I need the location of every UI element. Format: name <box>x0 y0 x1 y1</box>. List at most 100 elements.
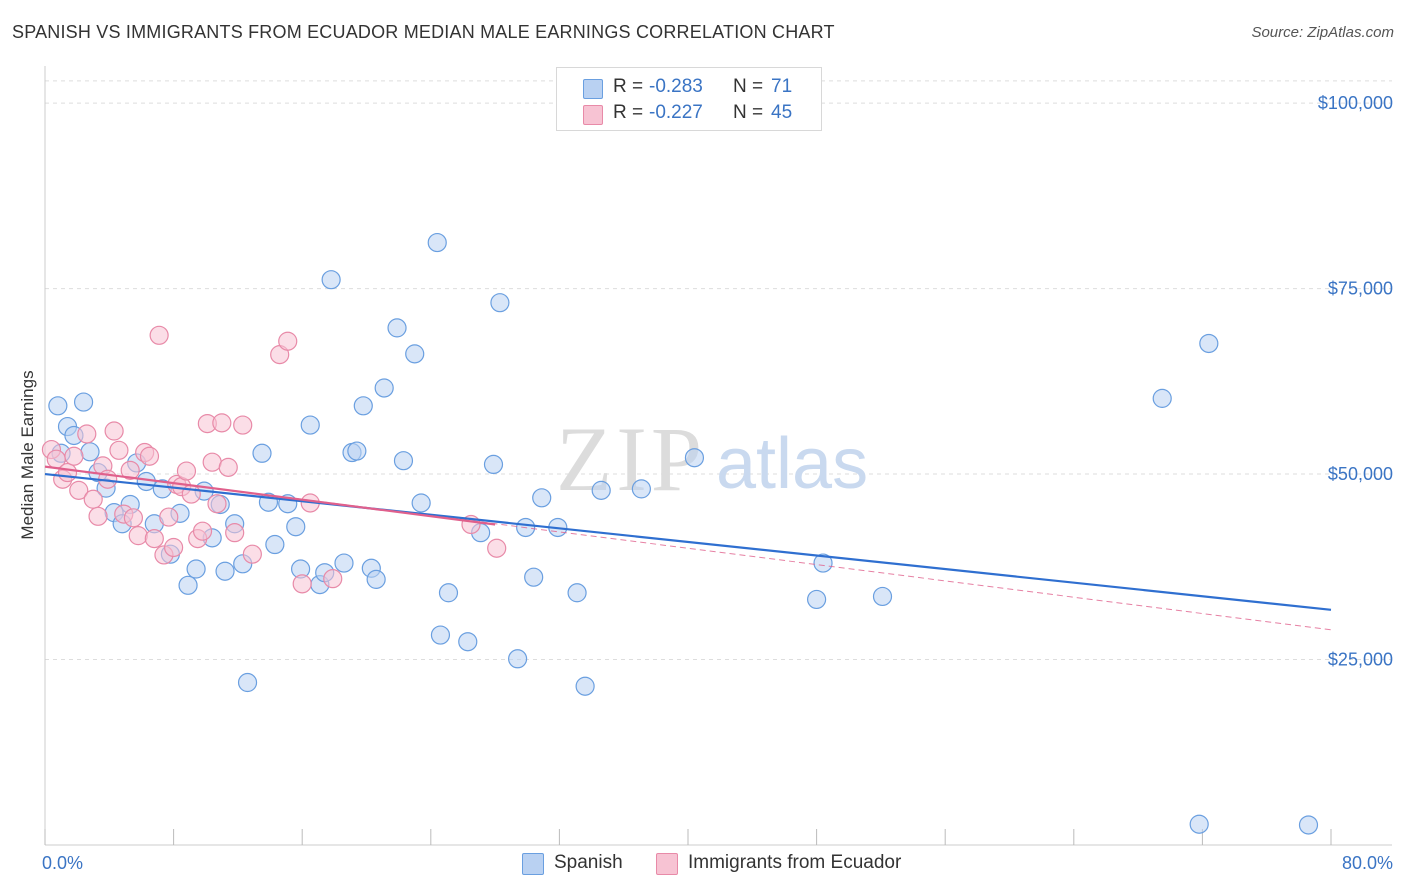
spanish-point <box>1199 333 1219 354</box>
spanish-point <box>178 575 198 595</box>
spanish-point <box>1189 814 1209 834</box>
chart-title: SPANISH VS IMMIGRANTS FROM ECUADOR MEDIA… <box>12 22 835 42</box>
ecuador-point <box>323 569 343 589</box>
spanish-point <box>387 318 407 338</box>
spanish-point <box>631 479 651 499</box>
x-tick-label: 80.0% <box>1342 853 1393 873</box>
y-tick-label: $25,000 <box>1328 650 1393 670</box>
watermark-atlas: atlas <box>716 424 868 504</box>
r-label: R = <box>613 76 644 97</box>
correlation-legend: R = -0.283 N = 71 R = -0.227 N = 45 <box>556 67 822 131</box>
n-label: N = <box>733 102 764 123</box>
spanish-point <box>347 441 367 461</box>
ecuador-point <box>128 526 148 546</box>
ecuador-point <box>487 538 507 558</box>
ecuador-point <box>207 494 227 514</box>
ecuador-point <box>218 457 238 477</box>
r-value: -0.283 <box>649 76 703 97</box>
series-spanish <box>48 232 1319 835</box>
ecuador-point <box>159 507 179 527</box>
spanish-point <box>532 488 552 508</box>
trend-line-ecuador-extended <box>44 466 1332 631</box>
spanish-point <box>684 448 705 468</box>
ecuador-point <box>69 480 89 500</box>
chart-source: Source: ZipAtlas.com <box>1251 24 1394 41</box>
r-label: R = <box>613 102 644 123</box>
spanish-point <box>286 517 306 537</box>
spanish-point <box>374 378 394 398</box>
y-tick-label: $75,000 <box>1328 279 1393 299</box>
spanish-point <box>458 632 478 652</box>
spanish-point <box>427 232 447 253</box>
ecuador-point <box>292 574 312 594</box>
ecuador-point <box>192 521 213 541</box>
spanish-point <box>215 561 235 581</box>
grid-lines <box>45 80 1392 661</box>
spanish-point <box>591 480 611 500</box>
spanish-point <box>80 442 100 462</box>
spanish-point <box>186 559 206 579</box>
data-points <box>41 232 1319 835</box>
spanish-point <box>567 583 587 603</box>
spanish-point <box>872 586 893 607</box>
legend-label-ecuador: Immigrants from Ecuador <box>688 852 902 873</box>
spanish-point <box>1298 815 1319 835</box>
n-value: 71 <box>771 76 793 97</box>
ecuador-point <box>139 446 160 466</box>
spanish-point <box>508 649 528 669</box>
ecuador-point <box>104 421 124 441</box>
y-tick-label: $100,000 <box>1318 93 1393 113</box>
trend-line-ecuador <box>44 465 496 526</box>
ecuador-point <box>77 424 97 444</box>
trend-lines <box>44 465 1332 631</box>
ecuador-point <box>176 461 197 481</box>
trend-line-spanish <box>44 472 1332 611</box>
ecuador-point <box>123 508 144 528</box>
legend-swatch-ecuador <box>656 853 678 875</box>
spanish-point <box>483 454 504 475</box>
legend-swatch-spanish <box>522 853 544 875</box>
spanish-point <box>575 676 595 696</box>
spanish-point <box>490 293 510 313</box>
ecuador-point <box>83 489 103 509</box>
spanish-point <box>48 396 68 416</box>
spanish-point <box>265 534 285 555</box>
spanish-point <box>438 583 459 603</box>
y-tick-label: $50,000 <box>1328 464 1393 484</box>
spanish-point <box>430 625 451 645</box>
spanish-point <box>73 392 94 412</box>
spanish-point <box>334 553 354 573</box>
n-label: N = <box>733 76 764 97</box>
spanish-point <box>300 415 320 435</box>
spanish-point <box>237 672 258 693</box>
ecuador-point <box>109 440 129 460</box>
tick-labels: $25,000 $50,000 $75,000 $100,000 0.0% 80.0% <box>42 93 1393 873</box>
spanish-point <box>353 396 373 416</box>
legend-swatch-spanish <box>583 79 603 99</box>
ecuador-point <box>120 460 140 480</box>
legend-label-spanish: Spanish <box>554 852 623 873</box>
ecuador-point <box>149 325 169 345</box>
ecuador-point <box>64 446 84 466</box>
ecuador-point <box>57 462 78 483</box>
x-tick-label: 0.0% <box>42 853 83 873</box>
spanish-point <box>393 451 414 471</box>
ecuador-point <box>88 506 108 526</box>
spanish-point <box>813 553 833 573</box>
ecuador-point <box>233 415 253 435</box>
spanish-point <box>252 443 272 463</box>
ecuador-point <box>278 331 298 351</box>
spanish-point <box>524 567 544 587</box>
ecuador-point <box>242 544 262 564</box>
r-value: -0.227 <box>649 102 703 123</box>
spanish-point <box>411 493 431 513</box>
watermark-zip: ZIP <box>556 408 706 510</box>
ecuador-point <box>212 413 232 433</box>
n-value: 45 <box>771 102 793 123</box>
ecuador-point <box>164 537 184 558</box>
spanish-point <box>366 569 386 589</box>
spanish-point <box>321 270 341 290</box>
ecuador-point <box>225 523 245 543</box>
spanish-point <box>806 589 827 610</box>
